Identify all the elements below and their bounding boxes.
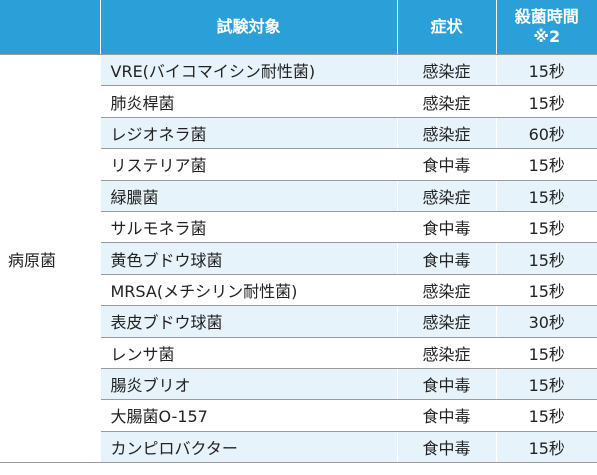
- symptom-value: 食中毒: [397, 211, 497, 244]
- symptom-value: 感染症: [397, 117, 497, 150]
- time-value: 15秒: [496, 337, 597, 369]
- target-name: 肺炎桿菌: [100, 85, 398, 118]
- target-name: 表皮ブドウ球菌: [100, 305, 398, 338]
- time-value: 15秒: [496, 180, 597, 212]
- symptom-value: 感染症: [397, 337, 497, 369]
- header-row: 試験対象 症状 殺菌時間 ※2: [0, 0, 597, 55]
- time-value: 15秒: [496, 242, 597, 275]
- time-value: 30秒: [496, 305, 597, 338]
- symptom-value: 感染症: [397, 54, 497, 87]
- table-row: カンピロバクター 食中毒 15秒: [0, 431, 597, 464]
- time-value: 15秒: [496, 148, 597, 181]
- header-time-label: 殺菌時間: [514, 7, 579, 26]
- target-name: 大腸菌O-157: [100, 399, 398, 432]
- table-row: リステリア菌 食中毒 15秒: [0, 148, 597, 181]
- time-value: 60秒: [496, 117, 597, 150]
- target-name: カンピロバクター: [100, 431, 398, 464]
- time-value: 15秒: [496, 85, 597, 118]
- symptom-value: 食中毒: [397, 148, 497, 181]
- table-row: 肺炎桿菌 感染症 15秒: [0, 85, 597, 118]
- symptom-value: 感染症: [397, 85, 497, 118]
- table-body: 病原菌 VRE(バイコマイシン耐性菌) 感染症 15秒 肺炎桿菌 感染症 15秒…: [0, 54, 597, 464]
- table-row: 表皮ブドウ球菌 感染症 30秒: [0, 305, 597, 338]
- symptom-value: 食中毒: [397, 399, 497, 432]
- symptom-value: 食中毒: [397, 431, 497, 464]
- target-name: 腸炎ブリオ: [100, 368, 398, 401]
- table-row: サルモネラ菌 食中毒 15秒: [0, 211, 597, 244]
- table-row: 大腸菌O-157 食中毒 15秒: [0, 399, 597, 432]
- target-name: レジオネラ菌: [100, 117, 398, 150]
- sterilization-table: 試験対象 症状 殺菌時間 ※2 病原菌 VRE(バイコマイシン耐性菌) 感染症 …: [0, 0, 597, 464]
- symptom-value: 食中毒: [397, 368, 497, 401]
- table-row: 緑膿菌 感染症 15秒: [0, 180, 597, 212]
- time-value: 15秒: [496, 274, 597, 307]
- table-row: レンサ菌 感染症 15秒: [0, 337, 597, 369]
- time-value: 15秒: [496, 399, 597, 432]
- category-cell: 病原菌: [0, 54, 101, 464]
- target-name: 黄色ブドウ球菌: [100, 242, 398, 275]
- header-time-note: ※2: [533, 27, 561, 46]
- time-value: 15秒: [496, 211, 597, 244]
- target-name: VRE(バイコマイシン耐性菌): [100, 54, 398, 87]
- header-target: 試験対象: [100, 0, 398, 55]
- target-name: サルモネラ菌: [100, 211, 398, 244]
- table-header: 試験対象 症状 殺菌時間 ※2: [0, 0, 597, 55]
- symptom-value: 感染症: [397, 180, 497, 212]
- target-name: MRSA(メチシリン耐性菌): [100, 274, 398, 307]
- table-row: 黄色ブドウ球菌 食中毒 15秒: [0, 242, 597, 275]
- target-name: 緑膿菌: [100, 180, 398, 212]
- header-category-cell: [0, 0, 101, 55]
- target-name: レンサ菌: [100, 337, 398, 369]
- table-row: 病原菌 VRE(バイコマイシン耐性菌) 感染症 15秒: [0, 54, 597, 464]
- table-row: 腸炎ブリオ 食中毒 15秒: [0, 368, 597, 401]
- table-row: MRSA(メチシリン耐性菌) 感染症 15秒: [0, 274, 597, 307]
- symptom-value: 食中毒: [397, 242, 497, 275]
- header-time: 殺菌時間 ※2: [496, 0, 597, 55]
- time-value: 15秒: [496, 368, 597, 401]
- symptom-value: 感染症: [397, 274, 497, 307]
- time-value: 15秒: [496, 431, 597, 464]
- symptom-value: 感染症: [397, 305, 497, 338]
- time-value: 15秒: [496, 54, 597, 87]
- table-row: レジオネラ菌 感染症 60秒: [0, 117, 597, 150]
- target-name: リステリア菌: [100, 148, 398, 181]
- header-symptom: 症状: [397, 0, 497, 55]
